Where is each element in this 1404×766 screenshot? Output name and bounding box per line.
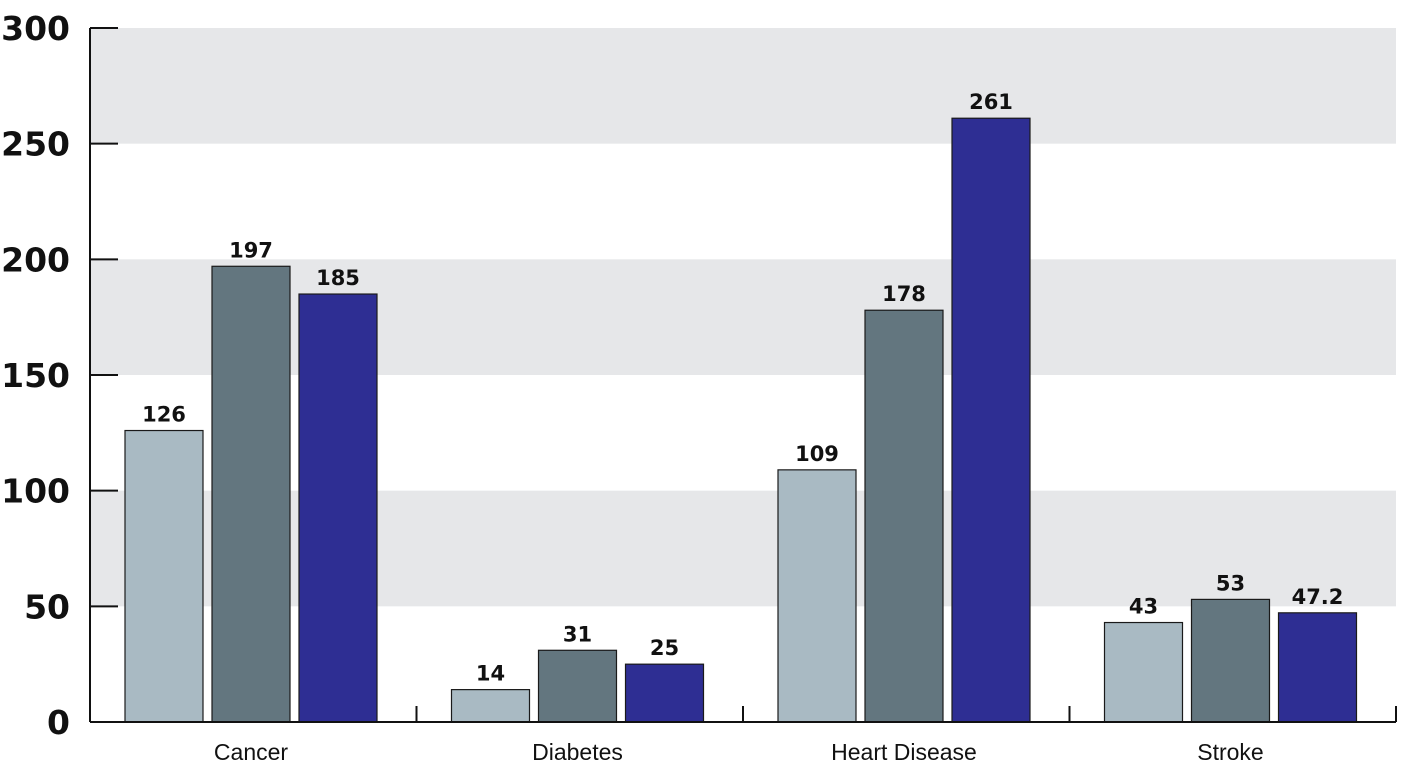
bar xyxy=(450,689,531,723)
data-label: 43 xyxy=(1129,595,1158,619)
bar xyxy=(298,293,378,723)
grid-band xyxy=(90,28,1396,144)
data-label: 178 xyxy=(882,282,926,306)
bar xyxy=(211,265,291,723)
bar xyxy=(951,117,1031,723)
y-tick-label: 0 xyxy=(47,703,70,742)
grid-bands xyxy=(90,28,1396,607)
x-tick-label: Stroke xyxy=(1197,739,1263,765)
bar xyxy=(124,429,204,723)
y-tick-label: 200 xyxy=(1,240,70,279)
data-labels: 126 197 185 14 31 25 109 178 261 43 53 47.2 xyxy=(142,90,1343,685)
bar xyxy=(624,663,705,723)
data-label: 261 xyxy=(969,90,1013,114)
y-tick-label: 100 xyxy=(1,472,70,511)
bar xyxy=(777,469,857,723)
data-label: 185 xyxy=(316,266,360,290)
bar xyxy=(1103,621,1184,723)
y-tick-label: 150 xyxy=(1,356,70,395)
data-label: 31 xyxy=(563,622,592,646)
axes: 0 50 100 150 200 250 300 Cancer Diabetes Heart Di… xyxy=(1,9,1397,765)
data-label: 109 xyxy=(795,442,839,466)
x-tick-label: Cancer xyxy=(214,739,288,765)
data-label: 197 xyxy=(229,238,273,262)
data-label: 126 xyxy=(142,403,186,427)
data-label: 14 xyxy=(476,662,505,686)
x-tick-label: Heart Disease xyxy=(831,739,977,765)
data-label: 53 xyxy=(1216,571,1245,595)
x-tick-label: Diabetes xyxy=(532,739,623,765)
bar xyxy=(1190,598,1271,723)
bar xyxy=(1277,612,1358,723)
data-label: 47.2 xyxy=(1292,585,1344,609)
y-tick-label: 300 xyxy=(1,9,70,48)
y-tick-label: 250 xyxy=(1,125,70,164)
y-tick-label: 50 xyxy=(24,587,70,626)
bar xyxy=(537,649,618,723)
data-label: 25 xyxy=(650,636,679,660)
bars xyxy=(124,117,1358,723)
bar xyxy=(864,309,944,723)
